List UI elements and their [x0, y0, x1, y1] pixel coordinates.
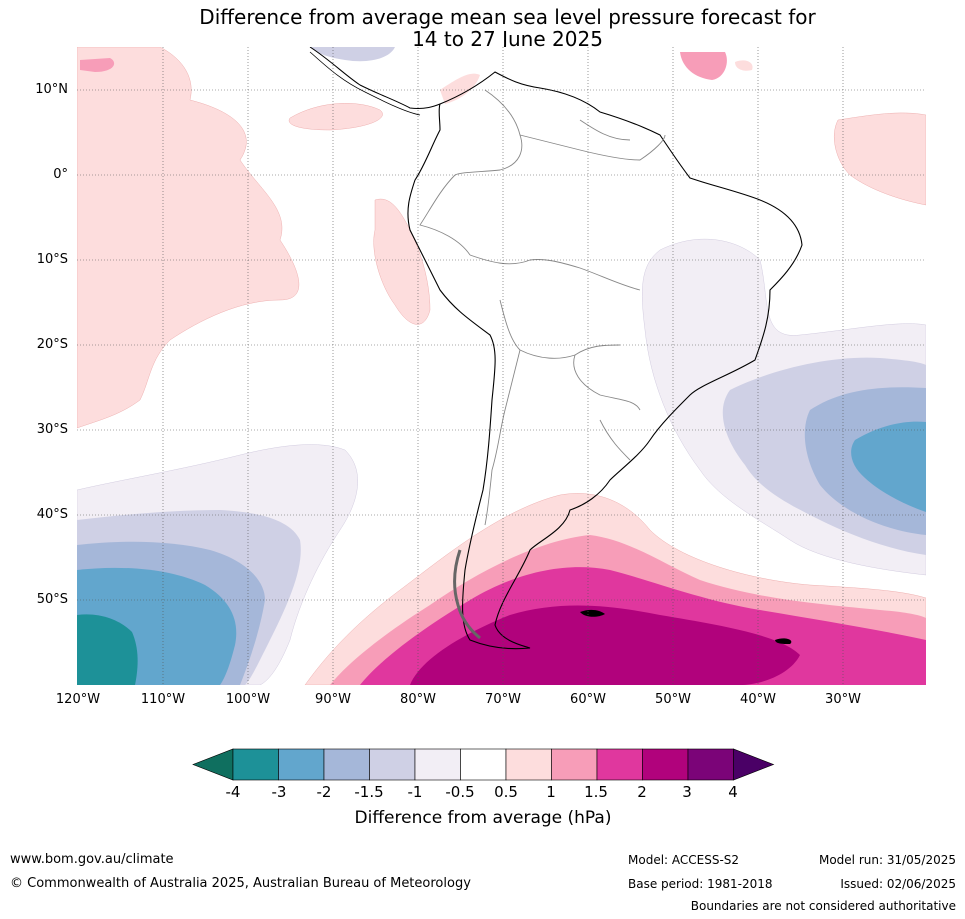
colorbar-segment	[596, 748, 643, 781]
issued-date: Issued: 02/06/2025	[840, 877, 956, 891]
lon-label-90w: 90°W	[315, 692, 351, 707]
colorbar-segment	[232, 748, 279, 781]
colorbar-segment	[642, 748, 689, 781]
model-run-date: Model run: 31/05/2025	[818, 853, 956, 867]
lat-label-50s: 50°S	[36, 592, 68, 607]
colorbar-label: Difference from average (hPa)	[354, 808, 612, 828]
colorbar-arrow-max	[733, 748, 775, 781]
colorbar-tick: -3	[271, 783, 287, 801]
colorbar-segment	[278, 748, 325, 781]
model-name: Model: ACCESS-S2	[628, 853, 740, 867]
colorbar-tick: -1	[407, 783, 423, 801]
copyright-notice: © Commonwealth of Australia 2025, Austra…	[10, 876, 471, 891]
colorbar	[192, 748, 775, 781]
lat-label-10s: 10°S	[36, 252, 68, 267]
map-title-line-2: 14 to 27 June 2025	[412, 27, 603, 51]
colorbar-tick: -0.5	[445, 783, 475, 801]
lat-label-20s: 20°S	[36, 337, 68, 352]
colorbar-tick: -2	[316, 783, 332, 801]
lon-label-40w: 40°W	[740, 692, 776, 707]
lon-label-30w: 30°W	[825, 692, 861, 707]
base-period: Base period: 1981-2018	[628, 877, 773, 891]
lon-label-70w: 70°W	[485, 692, 521, 707]
boundaries-disclaimer: Boundaries are not considered authoritat…	[690, 899, 956, 913]
colorbar-segment	[323, 748, 370, 781]
colorbar-tick: 1	[546, 783, 556, 801]
colorbar-tick: 4	[728, 783, 738, 801]
lon-label-120w: 120°W	[55, 692, 101, 707]
colorbar-tick: 1.5	[584, 783, 608, 801]
colorbar-tick: 3	[682, 783, 692, 801]
colorbar-segment	[414, 748, 461, 781]
lon-label-100w: 100°W	[225, 692, 271, 707]
colorbar-arrow-min	[192, 748, 234, 781]
lat-label-0: 0°	[53, 167, 68, 182]
colorbar-segment	[460, 748, 507, 781]
colorbar-tick: -4	[225, 783, 241, 801]
lon-label-110w: 110°W	[140, 692, 186, 707]
map-title-line-1: Difference from average mean sea level p…	[199, 5, 816, 29]
colorbar-segment	[505, 748, 552, 781]
lat-label-40s: 40°S	[36, 507, 68, 522]
lon-label-80w: 80°W	[400, 692, 436, 707]
website-link[interactable]: www.bom.gov.au/climate	[10, 852, 174, 867]
colorbar-tick: -1.5	[354, 783, 384, 801]
anomaly-fields	[77, 47, 926, 685]
lon-label-60w: 60°W	[570, 692, 606, 707]
colorbar-tick: 2	[637, 783, 647, 801]
colorbar-segment	[687, 748, 734, 781]
colorbar-segment	[551, 748, 598, 781]
lat-label-10n: 10°N	[35, 82, 68, 97]
graticule	[77, 47, 926, 685]
colorbar-segment	[369, 748, 416, 781]
lon-label-50w: 50°W	[655, 692, 691, 707]
lat-label-30s: 30°S	[36, 422, 68, 437]
colorbar-tick: 0.5	[494, 783, 518, 801]
